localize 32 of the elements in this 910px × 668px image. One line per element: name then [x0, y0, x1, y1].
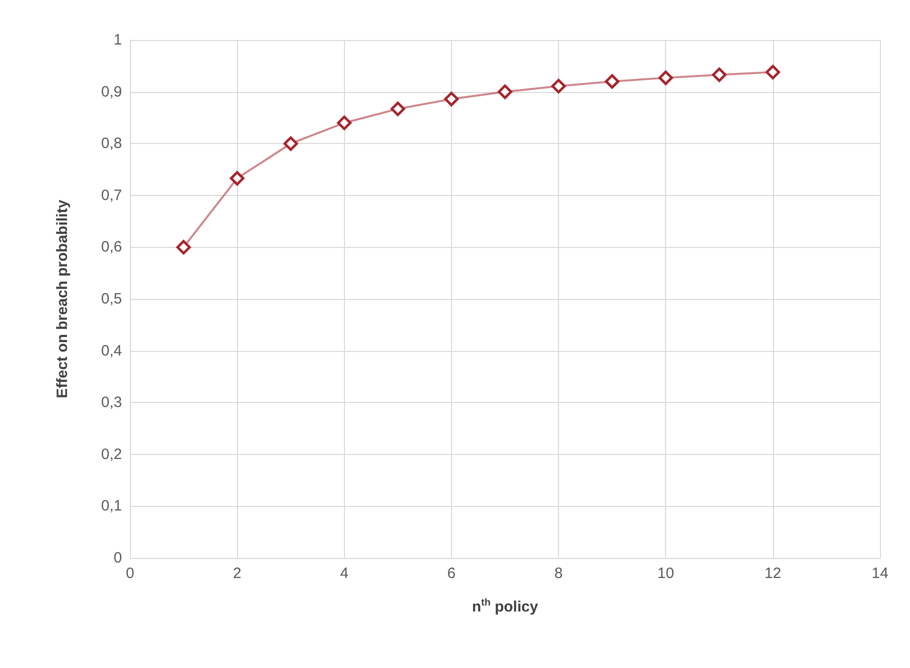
- y-tick-label: 0,6: [101, 238, 122, 256]
- y-tick-label: 0,4: [101, 342, 122, 360]
- point: [658, 70, 673, 86]
- x-tick-label: 4: [340, 565, 348, 582]
- y-tick-label: 0,9: [101, 83, 122, 100]
- point: [766, 64, 780, 80]
- x-tick-label: 14: [872, 565, 888, 582]
- x-tick-label: 10: [657, 565, 674, 582]
- point: [230, 171, 244, 186]
- y-tick-label: 1: [114, 32, 122, 48]
- point: [390, 102, 406, 116]
- x-tick-label: 12: [764, 565, 782, 582]
- x-tick-label: 2: [232, 565, 242, 582]
- x-tick-label: 8: [554, 565, 563, 582]
- y-axis-title: Effect on breach probability: [54, 199, 71, 398]
- point: [176, 240, 191, 254]
- x-tick-label: 0: [126, 565, 134, 582]
- point: [283, 136, 298, 151]
- point: [498, 84, 512, 100]
- y-tick-label: 0,5: [101, 290, 122, 308]
- y-tick-label: 0,3: [101, 394, 122, 412]
- point: [337, 116, 352, 130]
- y-tick-label: 0,2: [101, 446, 122, 463]
- point: [604, 74, 620, 89]
- x-tick-label: 6: [447, 565, 456, 582]
- point: [444, 92, 459, 106]
- y-tick-label: 0,1: [101, 498, 122, 515]
- y-tick-label: 0,8: [101, 135, 122, 152]
- point: [551, 78, 566, 94]
- y-tick-label: 0: [114, 550, 122, 566]
- y-tick-label: 0,7: [101, 186, 122, 204]
- point: [712, 67, 727, 82]
